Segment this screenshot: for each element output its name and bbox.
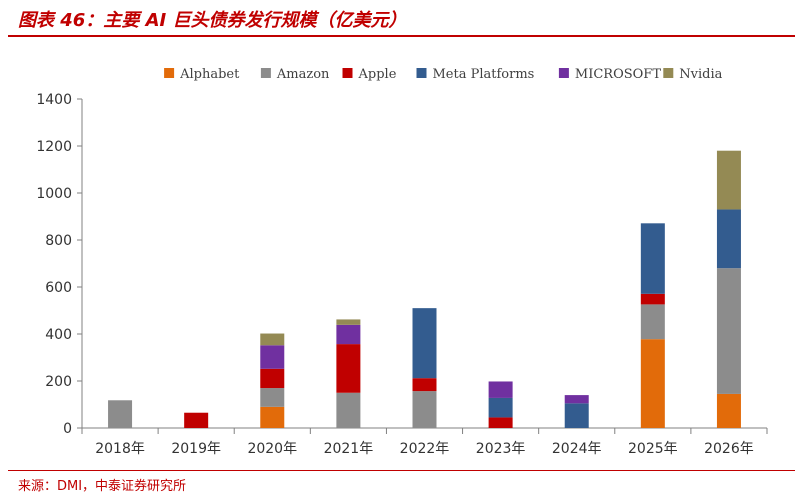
bar-amazon [716, 268, 741, 394]
bar-alphabet [260, 406, 285, 428]
bar-amazon [640, 304, 665, 340]
bar-amazon [260, 388, 285, 407]
bar-apple [260, 368, 285, 389]
legend-label: Amazon [276, 67, 330, 82]
bars [108, 150, 741, 428]
bar-amazon [336, 392, 361, 428]
legend-swatch [164, 68, 175, 78]
y-tick-label: 1200 [36, 139, 72, 155]
chart-header: 图表 46：主要 AI 巨头债券发行规模（亿美元） [0, 0, 803, 40]
footer-rule [8, 470, 795, 471]
x-tick-label: 2019年 [171, 441, 221, 457]
bar-apple [336, 344, 361, 393]
x-tick-label: 2026年 [704, 441, 754, 457]
legend-label: MICROSOFT [575, 67, 661, 82]
bar-microsoft [564, 395, 589, 404]
bar-meta-platforms [564, 403, 589, 428]
legend-swatch [342, 68, 353, 78]
x-tick-label: 2018年 [95, 441, 145, 457]
bar-nvidia [260, 333, 285, 346]
bar-microsoft [336, 324, 361, 345]
y-tick-label: 600 [45, 280, 72, 296]
bar-amazon [108, 400, 133, 428]
bar-alphabet [716, 393, 741, 428]
legend-swatch [260, 68, 271, 78]
bar-microsoft [488, 381, 513, 398]
legend-label: Meta Platforms [433, 67, 535, 82]
bar-meta-platforms [716, 209, 741, 269]
bar-amazon [412, 391, 437, 428]
x-axis: 2018年 2019年 2020年 2021年 2022年 2023年 2024年 2025年… [81, 427, 768, 457]
bar-meta-platforms [640, 223, 665, 294]
bar-alphabet [640, 339, 665, 428]
x-tick-label: 2023年 [476, 441, 526, 457]
chart-legend: Alphabet Amazon Apple Meta Platforms MICROSO… [164, 67, 723, 82]
chart-title: 图表 46：主要 AI 巨头债券发行规模（亿美元） [18, 10, 407, 31]
bar-apple [640, 293, 665, 305]
bar-microsoft [260, 345, 285, 369]
bar-meta-platforms [412, 308, 437, 379]
legend-swatch [416, 68, 427, 78]
bar-apple [488, 417, 513, 428]
bar-nvidia [716, 150, 741, 210]
legend-swatch [663, 68, 674, 78]
y-tick-label: 800 [45, 233, 72, 249]
bar-apple [412, 378, 437, 392]
x-tick-label: 2021年 [324, 441, 374, 457]
y-tick-label: 0 [63, 421, 72, 437]
source-note: 来源：DMI，中泰证券研究所 [18, 479, 187, 494]
title-rule [8, 35, 795, 37]
legend-label: Nvidia [679, 67, 722, 82]
legend-label: Apple [358, 67, 397, 82]
y-tick-label: 400 [45, 327, 72, 343]
legend-label: Alphabet [179, 67, 240, 82]
y-tick-label: 200 [45, 374, 72, 390]
y-axis: 0 200 400 600 800 1000 1200 1400 [36, 92, 83, 437]
y-tick-label: 1400 [36, 92, 72, 108]
bar-apple [184, 412, 209, 428]
x-tick-label: 2025年 [628, 441, 678, 457]
y-tick-label: 1000 [36, 186, 72, 202]
legend-swatch [558, 68, 569, 78]
x-tick-label: 2020年 [247, 441, 297, 457]
x-tick-label: 2022年 [400, 441, 450, 457]
bar-nvidia [336, 319, 361, 325]
bar-meta-platforms [488, 397, 513, 418]
x-tick-label: 2024年 [552, 441, 602, 457]
